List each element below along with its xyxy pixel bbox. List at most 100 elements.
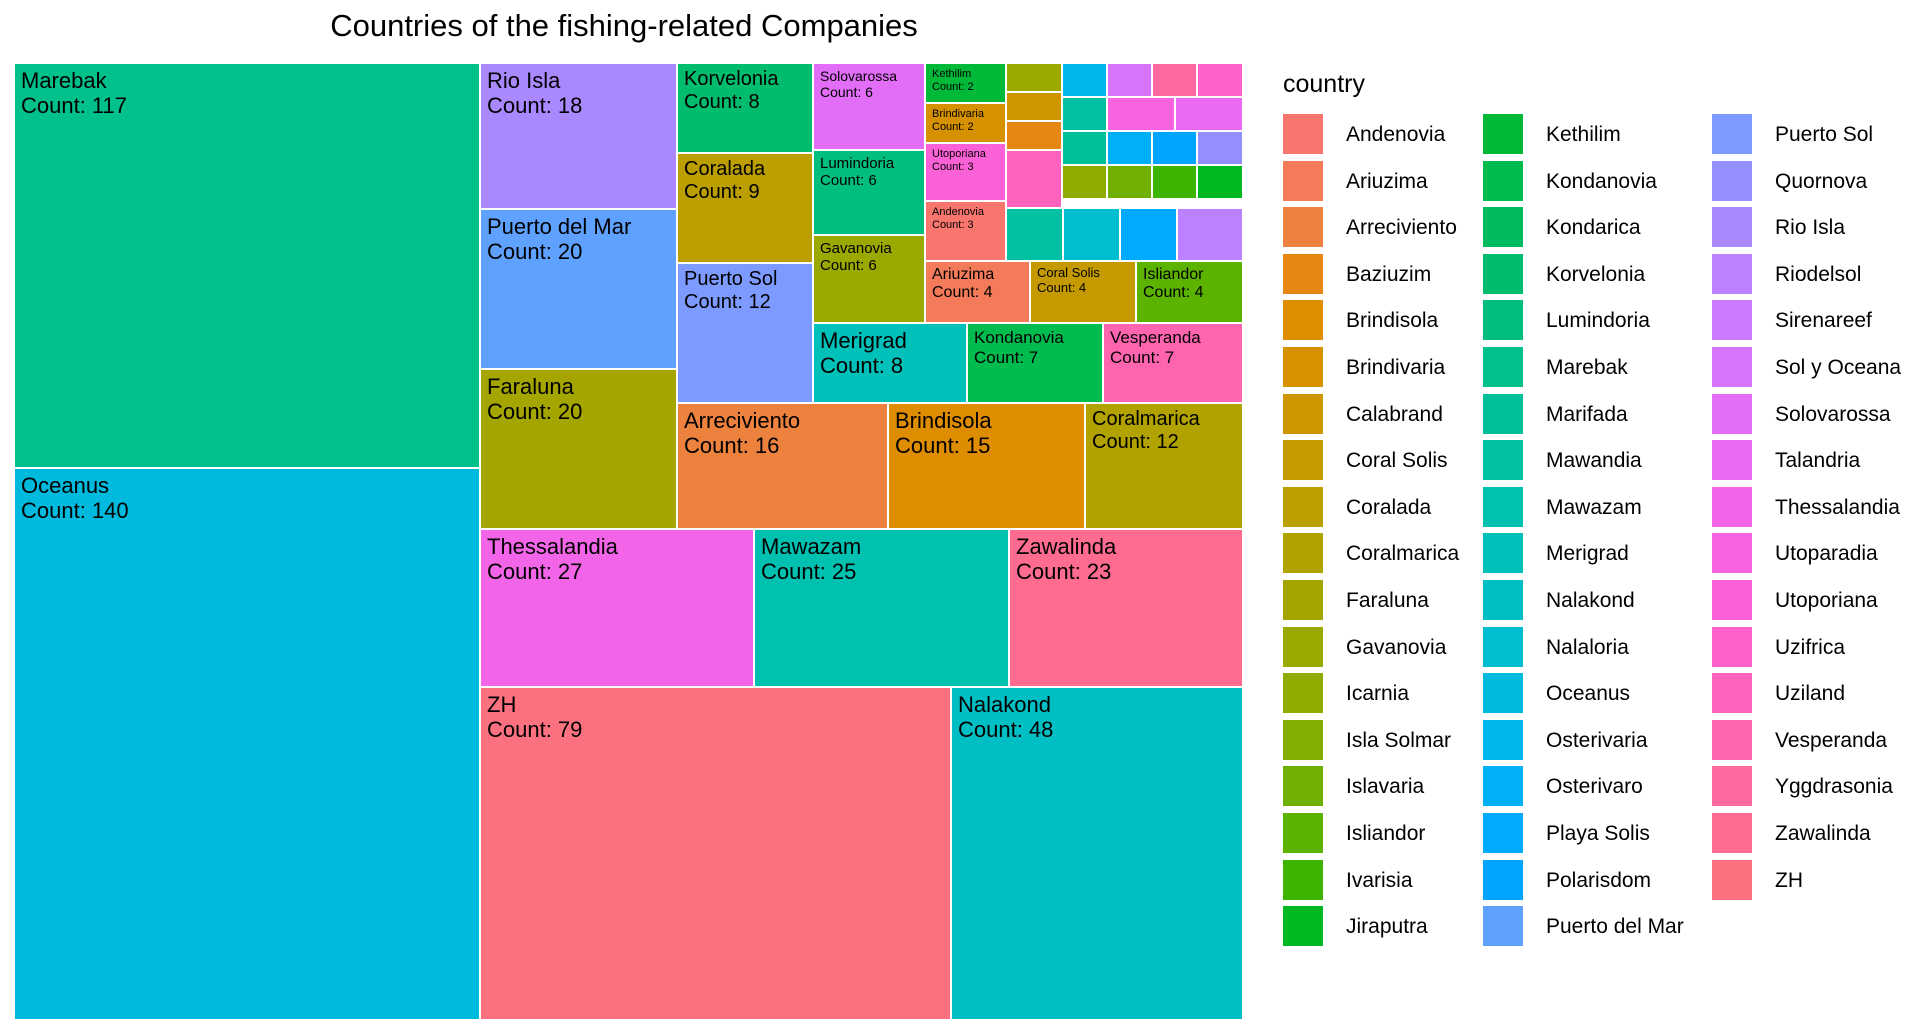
tile-count-label: Count: 9 [684,181,760,203]
tile-count-label: Count: 48 [958,717,1054,743]
legend-label: Merigrad [1546,542,1629,565]
legend-label: Icarnia [1346,682,1410,705]
tile-count-label: Count: 2 [932,120,974,133]
tile-name-label: Rio Isla [487,68,561,93]
tile-osterivaro-unlabeled [1107,131,1152,165]
legend-label: Calabrand [1346,403,1443,426]
legend-label: Marifada [1546,403,1628,426]
legend-key [1283,766,1323,806]
legend-key [1712,300,1752,340]
tile-name-label: Korvelonia [684,68,779,90]
tile-andenovia: Andenovia Count: 3 [925,201,1006,261]
tile-calabrand-unlabeled [1006,92,1062,121]
tile-name-label: Nalakond [958,692,1051,717]
legend-key [1283,813,1323,853]
tile-name-label: Brindivaria [932,108,984,120]
legend-key [1283,906,1323,946]
tile-count-label: Count: 4 [1037,279,1087,295]
legend-label: Ivarisia [1346,869,1413,892]
legend-label: Solovarossa [1775,403,1891,426]
legend-label: Lumindoria [1546,309,1650,332]
legend-key [1283,533,1323,573]
legend-key [1283,627,1323,667]
tile-name-label: Puerto Sol [684,268,778,290]
tile-yggdrasonia-unlabeled [1152,63,1197,97]
tile-count-label: Count: 2 [932,80,974,93]
legend-label: Jiraputra [1346,915,1428,938]
legend-label: Uzifrica [1775,636,1846,659]
legend-key [1712,114,1752,154]
tile-name-label: Vesperanda [1110,328,1201,347]
tile-arreciviento: Arreciviento Count: 16 [677,403,888,529]
tile-count-label: Count: 7 [974,347,1039,367]
legend-label: Mawazam [1546,496,1642,519]
tile-kondanovia: Kondanovia Count: 7 [967,323,1103,403]
tile-coralmarica: Coralmarica Count: 12 [1085,403,1243,529]
tile-coralada: Coralada Count: 9 [677,153,813,263]
tile-talandria-unlabeled [1175,97,1243,131]
tile-count-label: Count: 27 [487,559,583,585]
legend-key [1483,207,1523,247]
tile-count-label: Count: 140 [21,498,129,524]
legend-key [1483,347,1523,387]
tile-name-label: Coral Solis [1037,265,1100,280]
tile-riodelsol-unlabeled [1177,208,1243,261]
tile-mawandia-unlabeled [1006,208,1063,261]
tile-isliandor: Isliandor Count: 4 [1136,261,1243,323]
legend-label: Nalaloria [1546,636,1629,659]
legend-key [1712,207,1752,247]
tile-islavaria-unlabeled [1107,165,1152,199]
legend-label: Gavanovia [1346,636,1447,659]
legend-key [1483,300,1523,340]
tile-osterivaria-unlabeled [1062,63,1107,97]
legend-label: Ariuzima [1346,170,1428,193]
legend-label: Polarisdom [1546,869,1652,892]
legend-label: Korvelonia [1546,263,1646,286]
legend-key [1483,627,1523,667]
legend-label: Coralada [1346,496,1432,519]
tile-name-label: Coralada [684,158,766,180]
tile-count-label: Count: 12 [684,291,771,313]
legend-label: Zawalinda [1775,822,1871,845]
tile-rio-isla: Rio Isla Count: 18 [480,63,677,209]
tile-name-label: Brindisola [895,408,992,433]
legend-key [1712,254,1752,294]
legend-label: Islavaria [1346,775,1425,798]
legend-key [1712,161,1752,201]
legend-label: Osterivaro [1546,775,1643,798]
legend-label: Marebak [1546,356,1628,379]
tile-count-label: Count: 7 [1110,347,1175,367]
tile-zh: ZH Count: 79 [480,687,951,1020]
tile-count-label: Count: 8 [820,353,904,379]
legend-title: country [1283,70,1365,98]
tile-kethilim: Kethilim Count: 2 [925,63,1006,103]
legend-key [1712,766,1752,806]
tile-mawazam: Mawazam Count: 25 [754,529,1009,687]
tile-uzifrica-unlabeled [1197,63,1243,97]
legend-label: Kondanovia [1546,170,1657,193]
legend-key [1283,720,1323,760]
tile-count-label: Count: 18 [487,93,583,119]
legend-label: Faraluna [1346,589,1429,612]
tile-baziuzim-unlabeled [1006,121,1062,150]
legend-label: Vesperanda [1775,729,1888,752]
legend-label: Utoporiana [1775,589,1878,612]
tile-name-label: Marebak [21,68,107,93]
legend-label: Nalakond [1546,589,1635,612]
tile-name-label: Lumindoria [820,155,895,172]
tile-name-label: Thessalandia [487,534,618,559]
legend-label: Baziuzim [1346,263,1432,286]
tile-quornova-unlabeled [1197,131,1243,165]
tile-count-label: Count: 3 [932,218,974,231]
tile-name-label: Zawalinda [1016,534,1117,559]
legend-key [1483,720,1523,760]
tile-name-label: Mawazam [761,534,862,559]
legend-label: Brindisola [1346,309,1439,332]
tile-marebak: Marebak Count: 117 [14,63,480,468]
tile-marifada-unlabeled [1062,131,1107,165]
tile-nalaloria-unlabeled [1063,208,1120,261]
legend-key [1483,906,1523,946]
legend-label: Arreciviento [1346,216,1457,239]
legend-label: Osterivaria [1546,729,1648,752]
tile-uziland-unlabeled [1006,150,1062,208]
